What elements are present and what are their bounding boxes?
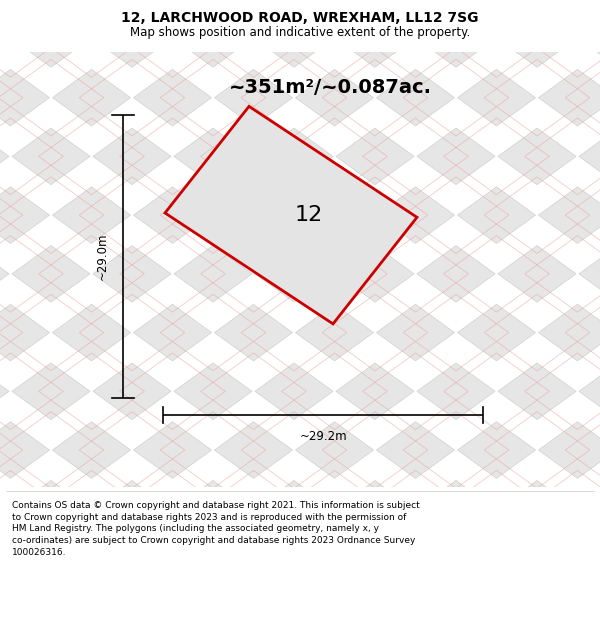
Polygon shape bbox=[336, 128, 414, 184]
Text: Contains OS data © Crown copyright and database right 2021. This information is : Contains OS data © Crown copyright and d… bbox=[12, 501, 420, 557]
Polygon shape bbox=[133, 187, 212, 243]
Polygon shape bbox=[539, 187, 600, 243]
Polygon shape bbox=[53, 69, 131, 126]
Polygon shape bbox=[53, 422, 131, 478]
Polygon shape bbox=[377, 69, 455, 126]
Polygon shape bbox=[417, 128, 495, 184]
Polygon shape bbox=[0, 11, 9, 68]
Polygon shape bbox=[377, 422, 455, 478]
Polygon shape bbox=[458, 422, 536, 478]
Polygon shape bbox=[215, 69, 293, 126]
Polygon shape bbox=[215, 304, 293, 361]
Polygon shape bbox=[336, 363, 414, 419]
Polygon shape bbox=[174, 128, 252, 184]
Polygon shape bbox=[296, 69, 374, 126]
Polygon shape bbox=[93, 363, 171, 419]
Polygon shape bbox=[12, 363, 90, 419]
Polygon shape bbox=[12, 128, 90, 184]
Polygon shape bbox=[0, 481, 9, 537]
Text: Map shows position and indicative extent of the property.: Map shows position and indicative extent… bbox=[130, 26, 470, 39]
Polygon shape bbox=[53, 187, 131, 243]
Polygon shape bbox=[0, 128, 9, 184]
Text: 12: 12 bbox=[295, 205, 323, 225]
Polygon shape bbox=[539, 304, 600, 361]
Polygon shape bbox=[174, 481, 252, 537]
Polygon shape bbox=[0, 304, 50, 361]
Polygon shape bbox=[93, 481, 171, 537]
Polygon shape bbox=[12, 11, 90, 68]
Polygon shape bbox=[12, 481, 90, 537]
Polygon shape bbox=[458, 69, 536, 126]
Polygon shape bbox=[174, 363, 252, 419]
Polygon shape bbox=[255, 246, 333, 302]
Text: 12, LARCHWOOD ROAD, WREXHAM, LL12 7SG: 12, LARCHWOOD ROAD, WREXHAM, LL12 7SG bbox=[121, 11, 479, 26]
Text: ~351m²/~0.087ac.: ~351m²/~0.087ac. bbox=[229, 78, 431, 97]
Polygon shape bbox=[458, 187, 536, 243]
Polygon shape bbox=[579, 363, 600, 419]
Polygon shape bbox=[417, 246, 495, 302]
Polygon shape bbox=[579, 246, 600, 302]
Polygon shape bbox=[579, 128, 600, 184]
Polygon shape bbox=[133, 304, 212, 361]
Polygon shape bbox=[336, 11, 414, 68]
Polygon shape bbox=[133, 69, 212, 126]
Polygon shape bbox=[377, 304, 455, 361]
Polygon shape bbox=[336, 481, 414, 537]
Polygon shape bbox=[296, 187, 374, 243]
Polygon shape bbox=[215, 422, 293, 478]
Polygon shape bbox=[336, 246, 414, 302]
Polygon shape bbox=[255, 128, 333, 184]
Polygon shape bbox=[0, 246, 9, 302]
Polygon shape bbox=[174, 246, 252, 302]
Text: ~29.2m: ~29.2m bbox=[299, 431, 347, 444]
Polygon shape bbox=[165, 106, 417, 324]
Polygon shape bbox=[0, 69, 50, 126]
Polygon shape bbox=[0, 187, 50, 243]
Polygon shape bbox=[539, 422, 600, 478]
Polygon shape bbox=[579, 481, 600, 537]
Polygon shape bbox=[93, 128, 171, 184]
Polygon shape bbox=[417, 363, 495, 419]
Polygon shape bbox=[498, 363, 576, 419]
Polygon shape bbox=[255, 11, 333, 68]
Polygon shape bbox=[12, 246, 90, 302]
Polygon shape bbox=[377, 187, 455, 243]
Polygon shape bbox=[296, 304, 374, 361]
Text: ~29.0m: ~29.0m bbox=[95, 232, 109, 280]
Polygon shape bbox=[255, 481, 333, 537]
Polygon shape bbox=[174, 11, 252, 68]
Polygon shape bbox=[215, 187, 293, 243]
Polygon shape bbox=[0, 363, 9, 419]
Polygon shape bbox=[133, 422, 212, 478]
Polygon shape bbox=[498, 128, 576, 184]
Polygon shape bbox=[53, 304, 131, 361]
Polygon shape bbox=[0, 422, 50, 478]
Polygon shape bbox=[498, 246, 576, 302]
Text: Larchwood Road: Larchwood Road bbox=[197, 111, 259, 185]
Polygon shape bbox=[498, 11, 576, 68]
Polygon shape bbox=[255, 363, 333, 419]
Polygon shape bbox=[458, 304, 536, 361]
Polygon shape bbox=[296, 422, 374, 478]
Polygon shape bbox=[539, 69, 600, 126]
Polygon shape bbox=[417, 481, 495, 537]
Polygon shape bbox=[417, 11, 495, 68]
Polygon shape bbox=[498, 481, 576, 537]
Polygon shape bbox=[579, 11, 600, 68]
Polygon shape bbox=[93, 11, 171, 68]
Polygon shape bbox=[93, 246, 171, 302]
